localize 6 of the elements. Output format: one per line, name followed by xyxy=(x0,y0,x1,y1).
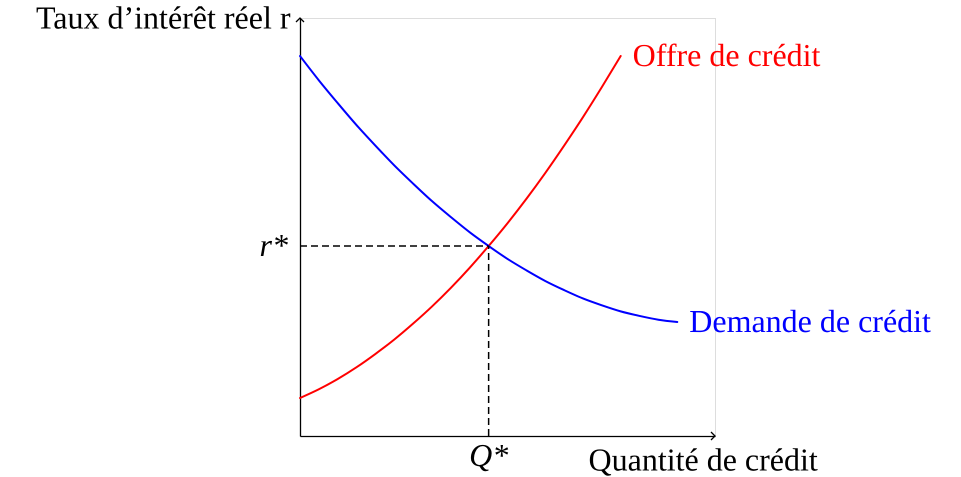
series-label: Demande de crédit xyxy=(689,303,932,339)
text: Q* xyxy=(469,437,508,473)
y-axis-title: Taux d’intérêt réel r xyxy=(36,0,291,36)
ref-line-label: r* xyxy=(260,227,288,263)
x-axis-title: Quantité de crédit xyxy=(588,442,818,477)
series-label: Offre de crédit xyxy=(632,37,821,73)
